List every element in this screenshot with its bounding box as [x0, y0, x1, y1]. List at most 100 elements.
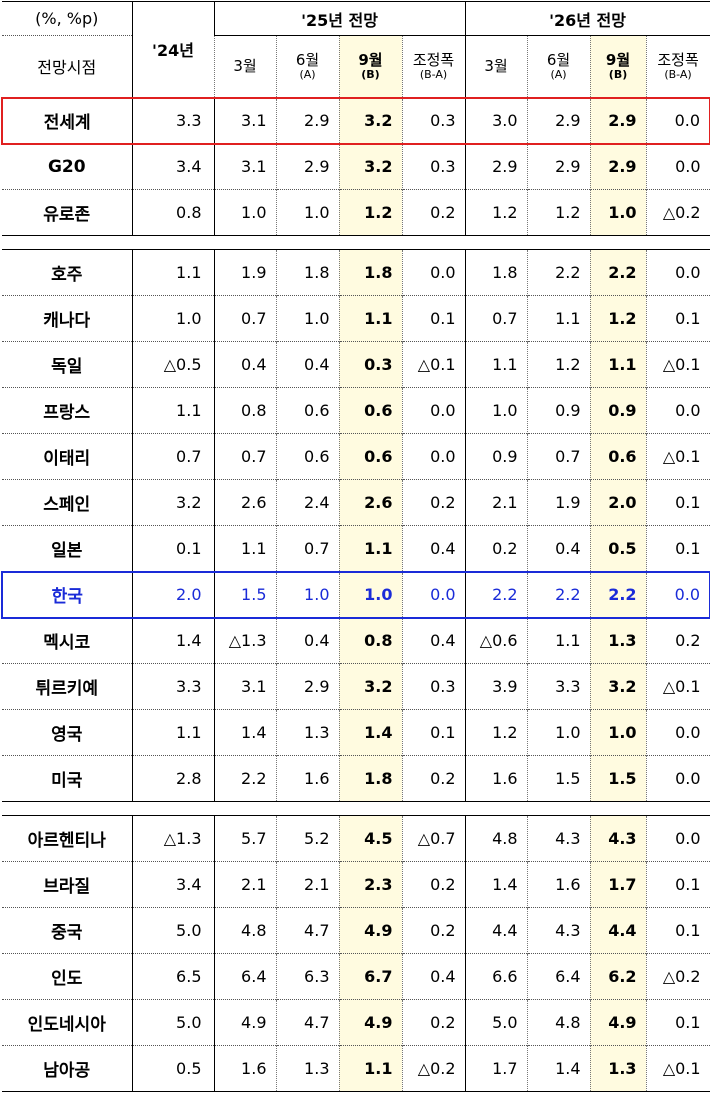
- value-cell: 0.2: [401, 999, 466, 1046]
- table-row: 이태리 0.7 0.7 0.6 0.6 0.0 0.9 0.7 0.6 △0.1: [2, 433, 710, 480]
- value-cell: 1.1: [464, 341, 528, 388]
- value-cell: 0.7: [131, 433, 214, 480]
- value-cell: 0.8: [131, 189, 214, 236]
- value-cell: 0.4: [401, 617, 466, 664]
- value-cell: 3.2: [338, 96, 402, 145]
- value-cell: 0.5: [131, 1045, 214, 1092]
- value-cell: 0.3: [338, 341, 402, 388]
- value-cell: 1.0: [275, 295, 339, 342]
- value-cell: 3.3: [131, 96, 214, 145]
- country-name: 한국: [1, 570, 132, 619]
- value-cell: 2.9: [526, 96, 591, 145]
- value-cell: 5.0: [131, 999, 214, 1046]
- value-cell: 2.2: [526, 570, 591, 619]
- value-cell: 3.2: [131, 479, 214, 526]
- value-cell: △0.2: [401, 1045, 466, 1092]
- country-name: 멕시코: [2, 617, 132, 664]
- country-name: 브라질: [2, 861, 132, 908]
- value-cell: 6.2: [589, 953, 647, 1000]
- value-cell: 4.7: [275, 999, 339, 1046]
- month-header-sub: (B-A): [419, 68, 448, 82]
- value-cell: 3.1: [213, 663, 276, 710]
- value-cell: 1.6: [464, 755, 528, 802]
- value-cell: 0.0: [645, 755, 710, 802]
- month-header-5: 6월 (A): [526, 35, 591, 98]
- value-cell: 6.5: [131, 953, 214, 1000]
- value-cell: 0.4: [275, 341, 339, 388]
- value-cell: 1.7: [464, 1045, 528, 1092]
- value-cell: 0.2: [401, 861, 466, 908]
- value-cell: 2.4: [275, 479, 339, 526]
- value-cell: 6.7: [338, 953, 402, 1000]
- value-cell: 1.1: [589, 341, 647, 388]
- value-cell: 1.6: [275, 755, 339, 802]
- value-cell: 1.1: [526, 295, 591, 342]
- value-cell: 1.8: [338, 249, 402, 296]
- country-name: 일본: [2, 525, 132, 572]
- value-cell: △0.7: [401, 815, 466, 862]
- value-cell: 1.3: [589, 1045, 647, 1092]
- header-2025: '25년 전망: [213, 1, 466, 36]
- month-header-sub: (A): [299, 68, 316, 82]
- month-header-label: 3월: [484, 57, 508, 76]
- value-cell: 1.5: [589, 755, 647, 802]
- table-row: 호주 1.1 1.9 1.8 1.8 0.0 1.8 2.2 2.2 0.0: [2, 249, 710, 296]
- value-cell: 0.0: [645, 570, 710, 619]
- value-cell: 1.2: [526, 189, 591, 236]
- value-cell: 1.4: [526, 1045, 591, 1092]
- value-cell: 0.4: [526, 525, 591, 572]
- value-cell: 0.3: [401, 143, 466, 190]
- value-cell: 0.0: [401, 249, 466, 296]
- month-header-7: 조정폭 (B-A): [645, 35, 710, 98]
- value-cell: 0.0: [401, 433, 466, 480]
- value-cell: 4.9: [213, 999, 276, 1046]
- value-cell: 2.2: [213, 755, 276, 802]
- value-cell: 1.3: [589, 617, 647, 664]
- month-header-6: 9월 (B): [589, 35, 647, 98]
- value-cell: 1.2: [526, 341, 591, 388]
- value-cell: 6.4: [526, 953, 591, 1000]
- country-name: 이태리: [2, 433, 132, 480]
- value-cell: 1.0: [526, 709, 591, 756]
- group-separator: [2, 801, 710, 816]
- value-cell: 0.1: [131, 525, 214, 572]
- country-name: 튀르키예: [2, 663, 132, 710]
- value-cell: 1.0: [464, 387, 528, 434]
- value-cell: 1.6: [213, 1045, 276, 1092]
- month-header-2: 9월 (B): [338, 35, 402, 98]
- table-row: 프랑스 1.1 0.8 0.6 0.6 0.0 1.0 0.9 0.9 0.0: [2, 387, 710, 434]
- value-cell: △0.2: [645, 953, 710, 1000]
- value-cell: 4.4: [589, 907, 647, 954]
- value-cell: 2.0: [589, 479, 647, 526]
- value-cell: 0.1: [645, 999, 710, 1046]
- country-name: G20: [2, 143, 132, 190]
- value-cell: 0.7: [213, 433, 276, 480]
- value-cell: 0.0: [645, 815, 710, 862]
- value-cell: 1.5: [526, 755, 591, 802]
- value-cell: △0.2: [645, 189, 710, 236]
- value-cell: 2.8: [131, 755, 214, 802]
- value-cell: 1.1: [131, 387, 214, 434]
- value-cell: 1.6: [526, 861, 591, 908]
- value-cell: 0.0: [645, 143, 710, 190]
- country-name: 남아공: [2, 1045, 132, 1092]
- value-cell: 0.0: [645, 96, 710, 145]
- value-cell: 1.1: [338, 525, 402, 572]
- value-cell: 2.1: [213, 861, 276, 908]
- value-cell: △0.1: [401, 341, 466, 388]
- value-cell: 2.2: [589, 249, 647, 296]
- value-cell: 1.9: [213, 249, 276, 296]
- value-cell: 1.4: [213, 709, 276, 756]
- value-cell: 1.1: [131, 709, 214, 756]
- value-cell: 2.6: [338, 479, 402, 526]
- table-row: 한국 2.0 1.5 1.0 1.0 0.0 2.2 2.2 2.2 0.0: [1, 570, 710, 619]
- value-cell: 2.9: [275, 663, 339, 710]
- value-cell: 5.0: [464, 999, 528, 1046]
- value-cell: 0.1: [645, 861, 710, 908]
- value-cell: 5.0: [131, 907, 214, 954]
- value-cell: 4.3: [526, 815, 591, 862]
- value-cell: 1.4: [131, 617, 214, 664]
- value-cell: 0.4: [401, 525, 466, 572]
- value-cell: 3.0: [464, 96, 528, 145]
